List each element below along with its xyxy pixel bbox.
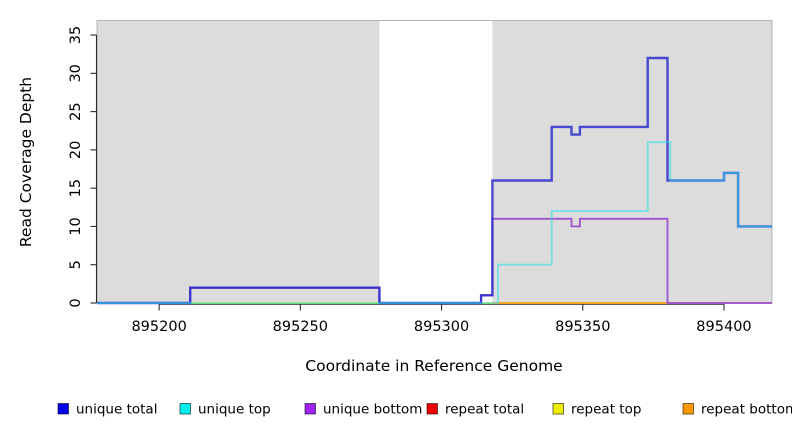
legend-swatch-unique-top xyxy=(179,403,191,415)
y-tick-label: 30 xyxy=(68,64,84,82)
legend-label-unique-total: unique total xyxy=(76,402,157,418)
x-axis-title: Coordinate in Reference Genome xyxy=(305,357,562,375)
axes: 895200 895250 895300 895350 895400 0 5 10 15 20 25… xyxy=(68,26,752,335)
y-tick-label: 0 xyxy=(68,298,84,307)
series-lines xyxy=(97,56,772,305)
legend-swatch-repeat-bottom xyxy=(682,403,694,415)
x-tick-label: 895400 xyxy=(696,319,751,335)
shaded-region xyxy=(492,20,772,303)
y-tick-label: 15 xyxy=(68,179,84,197)
legend-label-unique-top: unique top xyxy=(198,402,271,418)
x-tick-label: 895300 xyxy=(414,319,469,335)
legend-label-repeat-total: repeat total xyxy=(445,402,524,418)
legend-swatch-repeat-top xyxy=(552,403,564,415)
y-axis-title: Read Coverage Depth xyxy=(17,77,35,247)
x-tick-label: 895250 xyxy=(273,319,328,335)
legend: unique total unique top unique bottom repea… xyxy=(57,402,792,418)
y-tick-label: 25 xyxy=(68,102,84,120)
shaded-region xyxy=(97,20,380,303)
y-tick-label: 35 xyxy=(68,26,84,44)
y-tick-label: 5 xyxy=(68,260,84,269)
series-line-unique-top xyxy=(97,141,772,304)
shaded-regions xyxy=(97,20,772,303)
legend-label-repeat-bottom: repeat bottom xyxy=(701,402,792,418)
y-tick-label: 20 xyxy=(68,141,84,159)
x-tick-label: 895200 xyxy=(131,319,186,335)
legend-swatch-unique-total xyxy=(57,403,69,415)
x-tick-label: 895350 xyxy=(555,319,610,335)
legend-swatch-unique-bottom xyxy=(304,403,316,415)
legend-label-repeat-top: repeat top xyxy=(571,402,641,418)
legend-label-unique-bottom: unique bottom xyxy=(323,402,422,418)
y-tick-label: 10 xyxy=(68,217,84,235)
legend-swatch-repeat-total xyxy=(426,403,438,415)
